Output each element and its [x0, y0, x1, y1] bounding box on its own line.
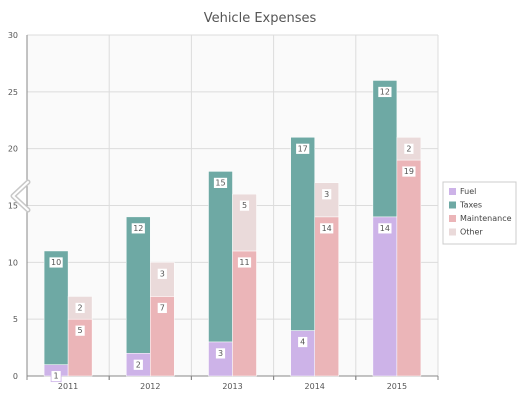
- chart-title: Vehicle Expenses: [204, 11, 317, 26]
- y-tick-label: 10: [8, 258, 18, 267]
- x-tick-label: 2014: [305, 382, 325, 391]
- data-label: 3: [218, 349, 223, 358]
- legend-label-other[interactable]: Other: [460, 228, 483, 237]
- y-tick-label: 5: [13, 315, 18, 324]
- x-tick-label: 2015: [387, 382, 407, 391]
- data-label-box: [130, 222, 146, 235]
- y-tick-label: 30: [8, 31, 18, 40]
- data-label: 4: [300, 338, 305, 347]
- data-label: 2: [136, 360, 141, 369]
- data-label: 10: [51, 258, 61, 267]
- y-tick-label: 15: [8, 202, 18, 211]
- data-label-box: [321, 188, 333, 201]
- x-tick-label: 2011: [58, 382, 78, 391]
- data-label: 5: [78, 326, 83, 335]
- data-label: 17: [298, 144, 308, 153]
- data-label: 14: [380, 224, 390, 233]
- data-label-box: [48, 256, 64, 269]
- data-label-box: [74, 324, 86, 337]
- data-label-box: [213, 176, 228, 189]
- legend-label-taxes[interactable]: Taxes: [459, 201, 482, 210]
- x-tick-label: 2013: [222, 382, 242, 391]
- legend-label-maintenance[interactable]: Maintenance: [460, 214, 512, 223]
- data-label-box: [297, 336, 309, 348]
- data-label-box: [237, 256, 252, 269]
- data-label-box: [215, 347, 226, 360]
- data-label-box: [403, 142, 415, 155]
- bar-maintenance-2015[interactable]: [396, 159, 422, 377]
- data-label-box: [377, 222, 393, 235]
- data-label: 15: [215, 178, 225, 187]
- data-label: 11: [239, 258, 249, 267]
- x-tick-label: 2012: [140, 382, 160, 391]
- data-label-box: [401, 165, 417, 178]
- bar-maintenance-2013[interactable]: [232, 250, 257, 377]
- bar-taxes-2011[interactable]: [43, 250, 69, 365]
- data-label: 12: [380, 87, 390, 96]
- bar-maintenance-2014[interactable]: [314, 216, 339, 377]
- data-label: 3: [160, 269, 165, 278]
- legend-swatch-other: [449, 228, 456, 236]
- data-label: 12: [133, 224, 143, 233]
- data-label-box: [50, 370, 62, 383]
- legend-swatch-taxes: [449, 201, 456, 209]
- y-tick-label: 20: [8, 145, 18, 154]
- data-label: 3: [324, 190, 329, 199]
- data-label: 2: [406, 144, 411, 153]
- data-label-box: [239, 199, 250, 212]
- data-label: 7: [160, 303, 165, 312]
- data-label-box: [319, 222, 335, 235]
- chevron-left-icon-inner: [12, 181, 29, 211]
- legend-swatch-fuel: [449, 188, 456, 195]
- data-label: 2: [78, 303, 83, 312]
- bar-maintenance-2011[interactable]: [67, 318, 93, 377]
- data-label-box: [132, 358, 144, 371]
- legend-swatch-maintenance: [449, 215, 456, 222]
- data-label-box: [156, 267, 168, 280]
- data-label-box: [156, 302, 168, 314]
- data-label: 1: [54, 372, 59, 381]
- bar-taxes-2013[interactable]: [208, 171, 233, 343]
- data-label-box: [74, 302, 86, 314]
- legend: Fuel Taxes Maintenance Other: [442, 181, 517, 245]
- legend-label-fuel[interactable]: Fuel: [460, 187, 476, 196]
- data-label: 19: [404, 167, 414, 176]
- y-tick-label: 25: [8, 88, 18, 97]
- bar-taxes-2015[interactable]: [372, 80, 398, 218]
- bar-taxes-2014[interactable]: [290, 137, 315, 331]
- bar-taxes-2012[interactable]: [126, 216, 151, 354]
- data-label: 5: [242, 201, 247, 210]
- bar-fuel-2015[interactable]: [372, 216, 398, 377]
- previous-button[interactable]: [10, 179, 31, 213]
- y-tick-label: 0: [13, 372, 18, 381]
- data-label-box: [377, 86, 393, 98]
- data-label-box: [295, 142, 311, 155]
- data-label: 14: [322, 224, 332, 233]
